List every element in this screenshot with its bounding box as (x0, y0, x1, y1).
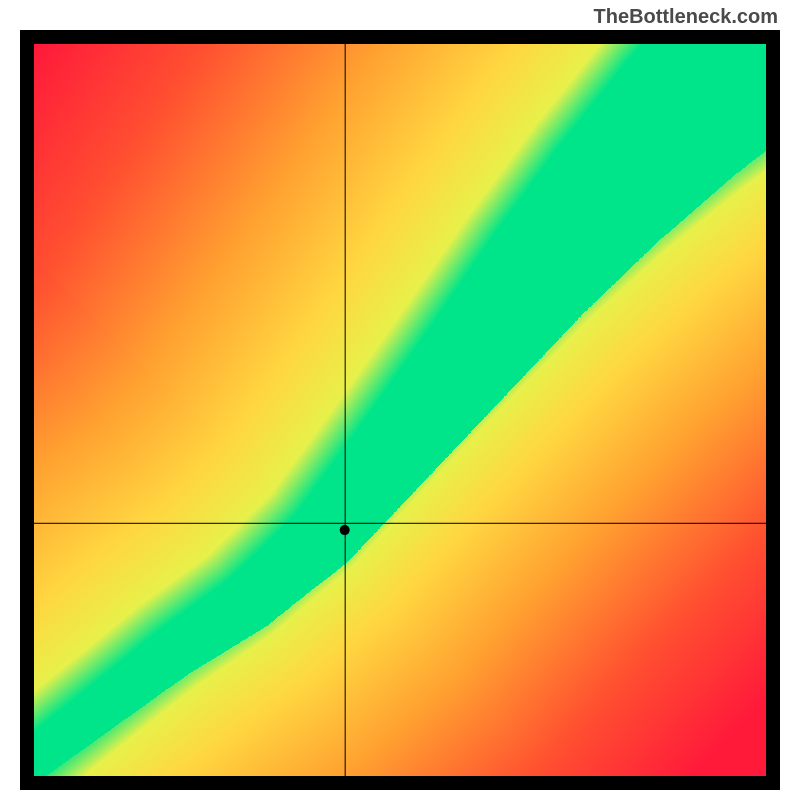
chart-container: TheBottleneck.com (0, 0, 800, 800)
watermark-label: TheBottleneck.com (594, 6, 778, 29)
bottleneck-heatmap (20, 30, 780, 790)
heatmap-frame (20, 30, 780, 790)
